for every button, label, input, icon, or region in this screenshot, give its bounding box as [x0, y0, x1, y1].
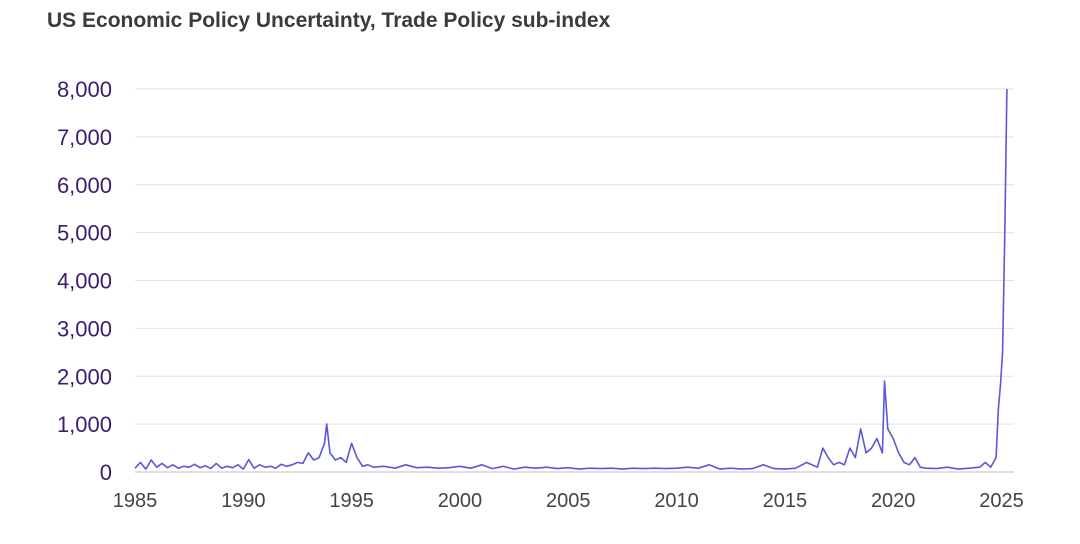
x-tick-label: 1990 [221, 490, 266, 512]
y-tick-label: 3,000 [57, 316, 112, 341]
x-tick-label: 1985 [113, 490, 158, 512]
x-tick-label: 2010 [654, 490, 699, 512]
y-tick-label: 2,000 [57, 364, 112, 389]
x-tick-label: 2020 [871, 490, 916, 512]
x-tick-label: 2015 [763, 490, 808, 512]
x-tick-label: 1995 [329, 490, 374, 512]
x-tick-label: 2025 [979, 490, 1024, 512]
y-tick-label: 8,000 [57, 77, 112, 102]
y-tick-label: 5,000 [57, 221, 112, 246]
y-tick-label: 7,000 [57, 125, 112, 150]
y-tick-label: 1,000 [57, 412, 112, 437]
x-tick-label: 2000 [438, 490, 483, 512]
chart-title: US Economic Policy Uncertainty, Trade Po… [47, 9, 611, 32]
y-tick-label: 0 [100, 460, 112, 485]
series-layer [134, 88, 1008, 470]
grid-lines [135, 88, 1014, 473]
y-tick-label: 4,000 [57, 269, 112, 294]
x-axis-ticks: 1985 1990 1995 2000 2005 2010 2015 2020 2025 [113, 490, 1024, 512]
series-line-0 [134, 88, 1008, 470]
y-axis-ticks: 0 1,000 2,000 3,000 4,000 5,000 6,000 7,000 8,00… [57, 77, 112, 485]
y-tick-label: 6,000 [57, 173, 112, 198]
x-tick-label: 2005 [546, 490, 591, 512]
